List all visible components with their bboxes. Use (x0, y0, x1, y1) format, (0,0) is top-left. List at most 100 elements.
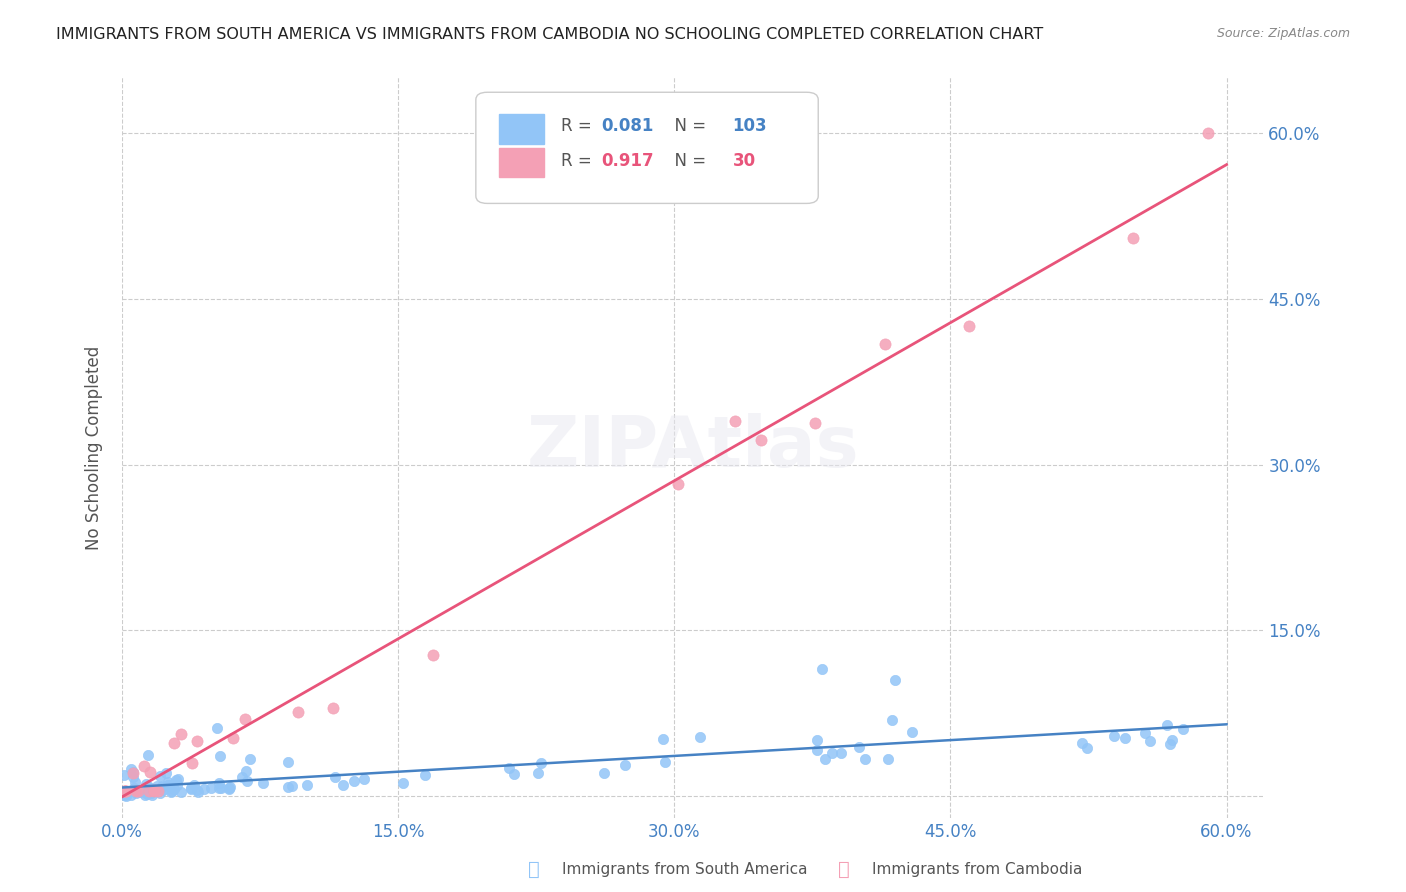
Point (530, 756, 553, 770)
Point (207, 721, 229, 735)
Point (1139, 734, 1161, 748)
Point (218, 780, 240, 794)
Point (180, 781, 202, 796)
Point (332, 778, 354, 792)
Point (186, 734, 208, 748)
Point (749, 433, 772, 447)
Text: 0.917: 0.917 (602, 153, 654, 170)
Point (112, 768, 135, 782)
Point (145, 779, 167, 793)
Point (614, 758, 637, 772)
Point (120, 763, 142, 777)
Point (652, 731, 675, 746)
Point (186, 782, 208, 797)
Point (156, 778, 179, 792)
Point (295, 779, 318, 793)
Text: ZIPAtlas: ZIPAtlas (526, 414, 859, 483)
Point (209, 749, 232, 764)
Point (139, 765, 162, 780)
Point (112, 789, 135, 803)
Point (689, 731, 711, 745)
Point (1076, 741, 1098, 756)
Text: ⬜: ⬜ (529, 860, 540, 880)
Point (239, 752, 262, 766)
Text: 30: 30 (733, 153, 756, 170)
Point (1102, 729, 1125, 743)
Point (136, 748, 159, 763)
Point (134, 759, 156, 773)
Point (218, 780, 240, 795)
Point (167, 772, 190, 787)
Point (1114, 731, 1136, 745)
Point (882, 713, 904, 727)
Point (884, 673, 907, 688)
Text: Immigrants from South America: Immigrants from South America (562, 863, 808, 877)
Point (252, 776, 274, 790)
Point (121, 765, 143, 780)
Point (141, 786, 163, 800)
Text: Immigrants from Cambodia: Immigrants from Cambodia (872, 863, 1083, 877)
Point (163, 736, 186, 750)
Text: R =: R = (561, 117, 598, 135)
Point (125, 784, 148, 798)
Point (806, 743, 828, 757)
Point (654, 755, 676, 769)
Point (124, 780, 146, 795)
Point (141, 788, 163, 802)
Point (170, 785, 193, 799)
Text: N =: N = (664, 117, 711, 135)
Point (208, 780, 231, 795)
Text: 0.081: 0.081 (602, 117, 654, 135)
Point (1161, 733, 1184, 747)
Point (115, 785, 138, 799)
Point (149, 769, 172, 783)
Point (724, 414, 747, 428)
Text: IMMIGRANTS FROM SOUTH AMERICA VS IMMIGRANTS FROM CAMBODIA NO SCHOOLING COMPLETED: IMMIGRANTS FROM SOUTH AMERICA VS IMMIGRA… (56, 27, 1043, 42)
Point (124, 775, 146, 789)
Point (129, 785, 152, 799)
Point (163, 782, 186, 797)
Point (666, 476, 689, 491)
Text: R =: R = (561, 153, 598, 170)
Point (114, 788, 136, 802)
Point (114, 784, 136, 798)
Point (392, 775, 415, 789)
Point (180, 781, 202, 796)
Point (1122, 231, 1144, 245)
Text: 103: 103 (733, 117, 768, 135)
Point (422, 648, 444, 662)
FancyBboxPatch shape (475, 92, 818, 203)
Point (498, 762, 520, 776)
Point (138, 784, 160, 798)
Point (233, 712, 256, 726)
Point (183, 778, 205, 792)
Point (165, 773, 187, 788)
Point (353, 772, 375, 786)
Text: ⬜: ⬜ (838, 860, 849, 880)
Point (1135, 725, 1157, 739)
Point (112, 786, 135, 800)
Point (114, 789, 136, 803)
Point (1173, 722, 1195, 736)
Point (135, 777, 157, 791)
Point (138, 780, 160, 794)
Point (134, 788, 156, 802)
Point (160, 785, 183, 799)
Point (848, 740, 870, 755)
Point (143, 782, 166, 797)
Point (170, 727, 193, 741)
Point (112, 784, 135, 798)
Bar (499, 148, 544, 178)
Point (155, 765, 177, 780)
Text: N =: N = (664, 153, 711, 170)
Point (1071, 736, 1094, 750)
Point (876, 751, 898, 765)
Point (323, 770, 346, 784)
Point (503, 767, 526, 781)
Point (114, 784, 136, 798)
Point (157, 778, 180, 792)
Point (218, 781, 240, 796)
Point (803, 417, 825, 431)
Point (814, 752, 837, 766)
Point (125, 786, 148, 800)
